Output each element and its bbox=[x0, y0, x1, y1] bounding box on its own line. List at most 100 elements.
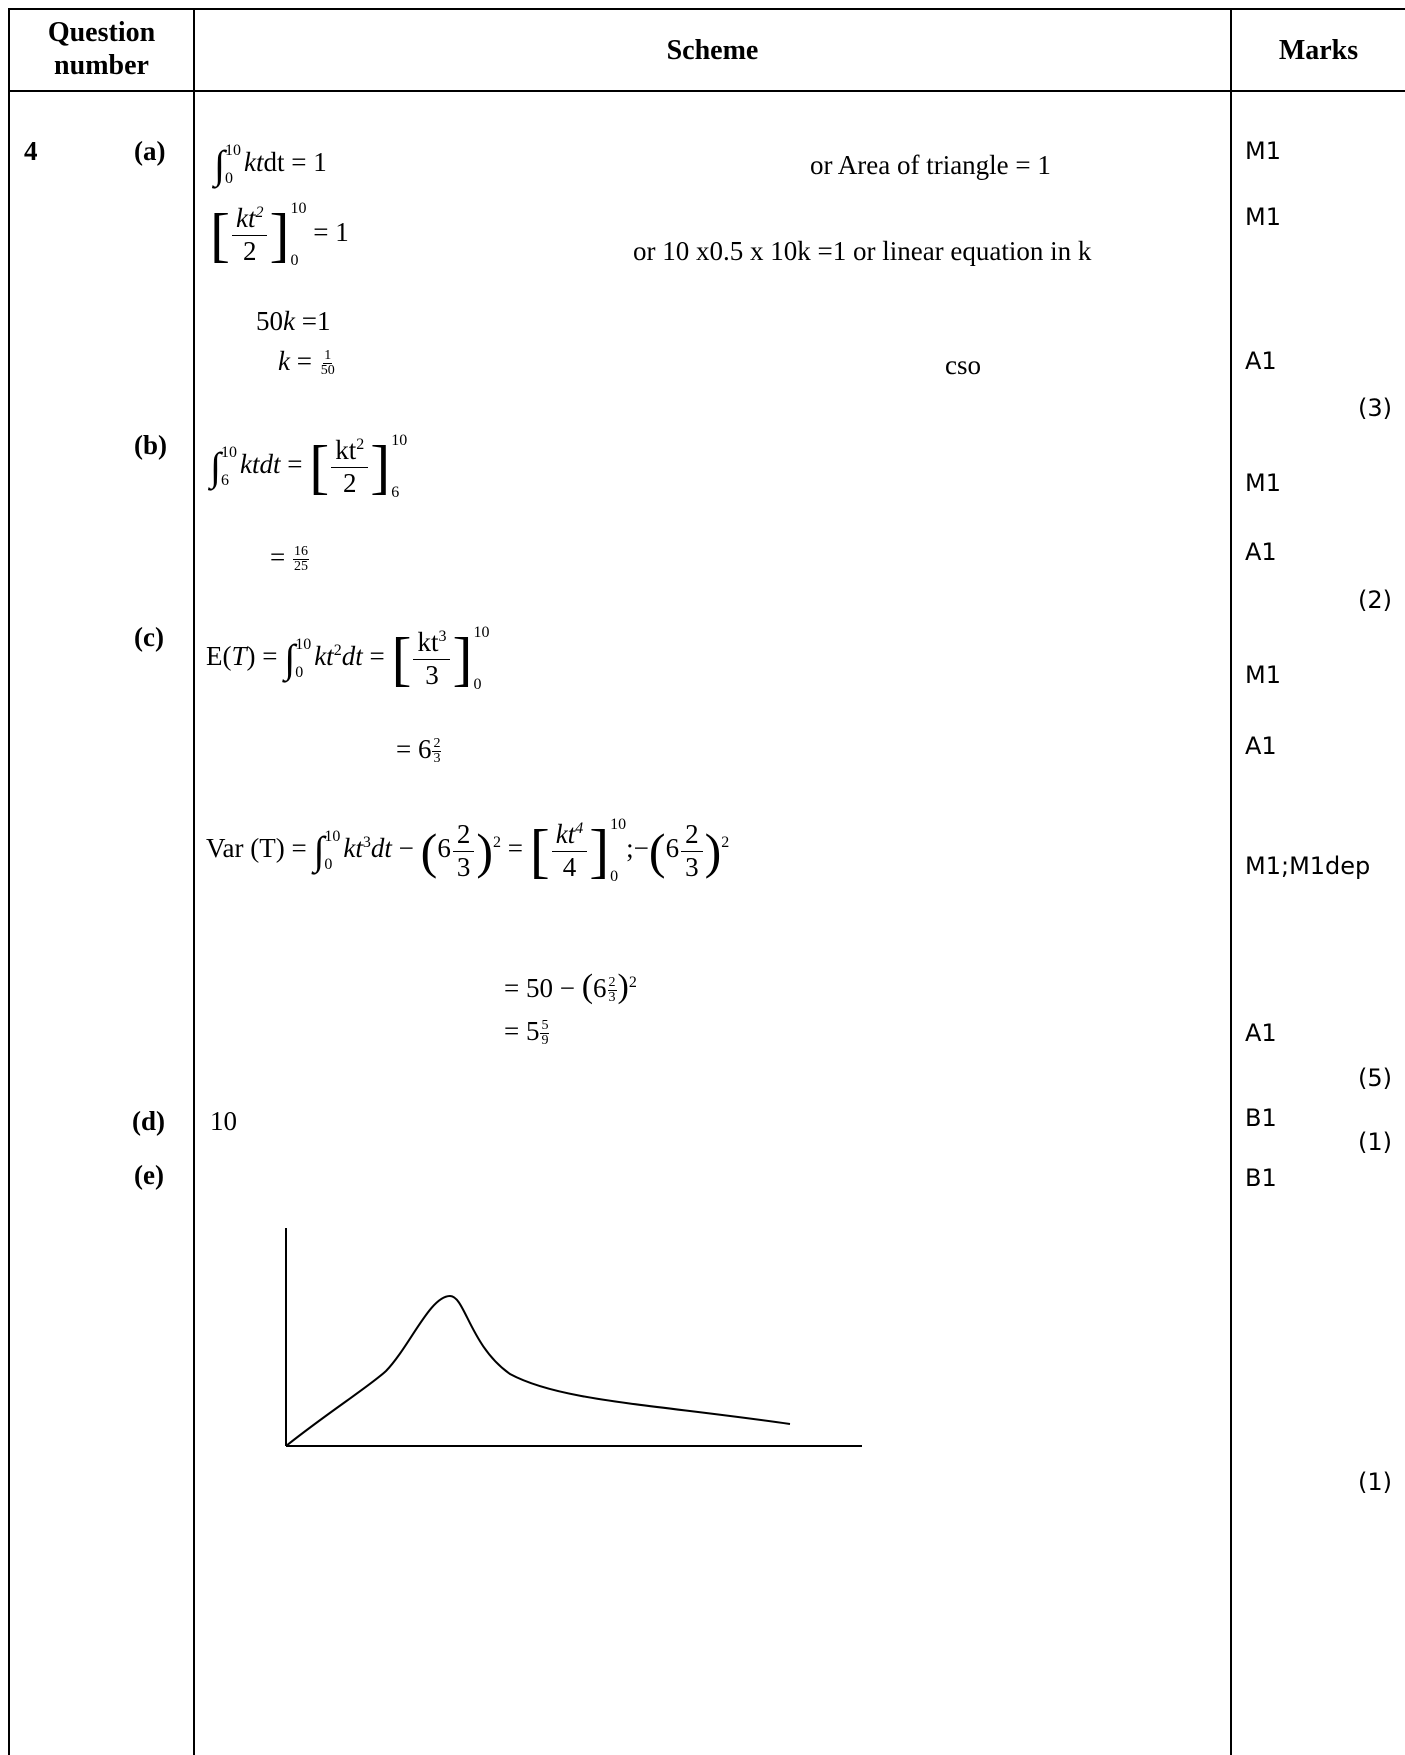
whole-number: 6 bbox=[665, 833, 680, 864]
upper-limit: 10 bbox=[220, 444, 237, 461]
fraction: kt2 2 bbox=[231, 203, 268, 266]
integral-sign: ∫ bbox=[313, 828, 325, 873]
question-number: 4 bbox=[24, 136, 38, 166]
equals: = bbox=[500, 833, 530, 864]
column-divider-marks bbox=[1230, 8, 1232, 1755]
part-c-mark3: M1;M1dep bbox=[1245, 852, 1371, 880]
equals: = bbox=[280, 449, 310, 480]
right-paren: ) bbox=[704, 823, 722, 879]
lower-limit: 0 bbox=[224, 170, 233, 187]
variance-label: Var (T) = bbox=[206, 833, 314, 864]
bracket-limits: 10 0 bbox=[610, 816, 626, 886]
numerator: 5 bbox=[540, 1017, 550, 1035]
marks-header: Marks bbox=[1278, 35, 1359, 66]
part-label-e: (e) bbox=[134, 1160, 164, 1190]
denominator: 3 bbox=[425, 659, 439, 690]
right-paren: ) bbox=[476, 823, 493, 879]
part-b-total: (2) bbox=[1358, 586, 1392, 614]
numerator: kt bbox=[555, 819, 576, 850]
square-exponent: 2 bbox=[492, 834, 501, 852]
square-exponent: 2 bbox=[628, 974, 637, 991]
integrand: kt bbox=[343, 833, 363, 864]
left-bracket: [ bbox=[309, 434, 330, 500]
scheme-header: Scheme bbox=[666, 35, 759, 66]
part-a-line4: k = 1 50 bbox=[278, 346, 337, 379]
integral-limits: 10 6 bbox=[221, 444, 237, 490]
part-a-mark2: M1 bbox=[1245, 203, 1281, 231]
part-a-line1: ∫ 10 0 ktdt = 1 bbox=[214, 142, 327, 188]
expectation-label: E( bbox=[206, 641, 232, 672]
numerator: kt bbox=[417, 627, 439, 658]
part-d-mark: B1 bbox=[1245, 1104, 1277, 1132]
bracket-limits: 10 6 bbox=[391, 432, 407, 502]
part-b-mark1: M1 bbox=[1245, 469, 1281, 497]
part-a-line3: 50k =1 bbox=[256, 306, 330, 337]
denominator: 3 bbox=[608, 990, 616, 1006]
equals: ) = bbox=[246, 641, 285, 672]
upper-limit: 10 bbox=[295, 636, 312, 653]
part-b-line2: = 16 25 bbox=[270, 542, 310, 575]
fraction: kt4 4 bbox=[551, 819, 588, 882]
integral-sign: ∫ bbox=[210, 444, 221, 489]
lower-limit: 0 bbox=[610, 868, 619, 885]
integral-limits: 10 0 bbox=[225, 142, 241, 188]
upper-limit: 10 bbox=[610, 816, 627, 833]
question-header-line1: Question bbox=[47, 17, 156, 48]
part-c-line1: E(T) = ∫ 10 0 kt2dt = [kt3 3] 10 0 bbox=[206, 624, 489, 694]
lower-limit: 6 bbox=[220, 472, 229, 489]
left-paren: ( bbox=[581, 968, 594, 1005]
left-paren: ( bbox=[648, 823, 666, 879]
upper-limit: 10 bbox=[224, 142, 241, 159]
numerator: 2 bbox=[452, 819, 475, 852]
upper-limit: 10 bbox=[473, 624, 490, 641]
part-a-mark3: A1 bbox=[1245, 347, 1277, 375]
numerator: 1 bbox=[323, 347, 333, 365]
part-c-mark1: M1 bbox=[1245, 661, 1281, 689]
denominator: 3 bbox=[433, 751, 441, 767]
bracket-limits: 10 0 bbox=[290, 200, 306, 270]
part-c-line4: = 50 − (6 2 3)2 bbox=[504, 968, 637, 1006]
part-b-line1: ∫ 10 6 ktdt = [kt2 2] 10 6 bbox=[210, 432, 407, 502]
differential: dt bbox=[341, 641, 363, 672]
small-fraction: 1 50 bbox=[320, 347, 336, 379]
right-bracket: ] bbox=[370, 434, 391, 500]
upper-limit: 10 bbox=[391, 432, 408, 449]
exponent: 2 bbox=[356, 436, 365, 454]
part-b-mark2: A1 bbox=[1245, 538, 1277, 566]
integral-tail: dt = 1 bbox=[263, 147, 327, 178]
fraction: kt3 3 bbox=[413, 627, 451, 690]
header-divider bbox=[8, 90, 1405, 92]
lower-limit: 6 bbox=[391, 484, 400, 501]
denominator: 2 bbox=[242, 235, 257, 266]
part-e-mark: B1 bbox=[1245, 1164, 1277, 1192]
part-e-total: (1) bbox=[1358, 1468, 1392, 1496]
numerator: kt bbox=[335, 435, 357, 466]
exponent: 3 bbox=[438, 628, 447, 646]
variable: T bbox=[231, 641, 247, 672]
part-label-b: (b) bbox=[134, 430, 167, 460]
table-border-left bbox=[8, 8, 10, 1755]
part-d-total: (1) bbox=[1358, 1128, 1392, 1156]
sketch-density-curve bbox=[285, 1294, 791, 1447]
equation-tail: = 1 bbox=[313, 217, 349, 248]
integrand: kt bbox=[314, 641, 334, 672]
numerator: 2 bbox=[681, 819, 703, 852]
lower-limit: 0 bbox=[290, 252, 299, 269]
differential: dt bbox=[370, 833, 392, 864]
whole-number: 6 bbox=[593, 973, 607, 1003]
exponent: 4 bbox=[575, 820, 584, 838]
part-a-line2: [kt2 2] 10 0 = 1 bbox=[210, 200, 349, 270]
denominator: 50 bbox=[320, 363, 335, 379]
denominator: 3 bbox=[685, 851, 699, 882]
bracket-limits: 10 0 bbox=[473, 624, 489, 694]
denominator: 3 bbox=[456, 851, 471, 882]
left-bracket: [ bbox=[529, 818, 550, 884]
integrand: kt bbox=[243, 147, 264, 178]
denominator: 25 bbox=[293, 559, 308, 575]
